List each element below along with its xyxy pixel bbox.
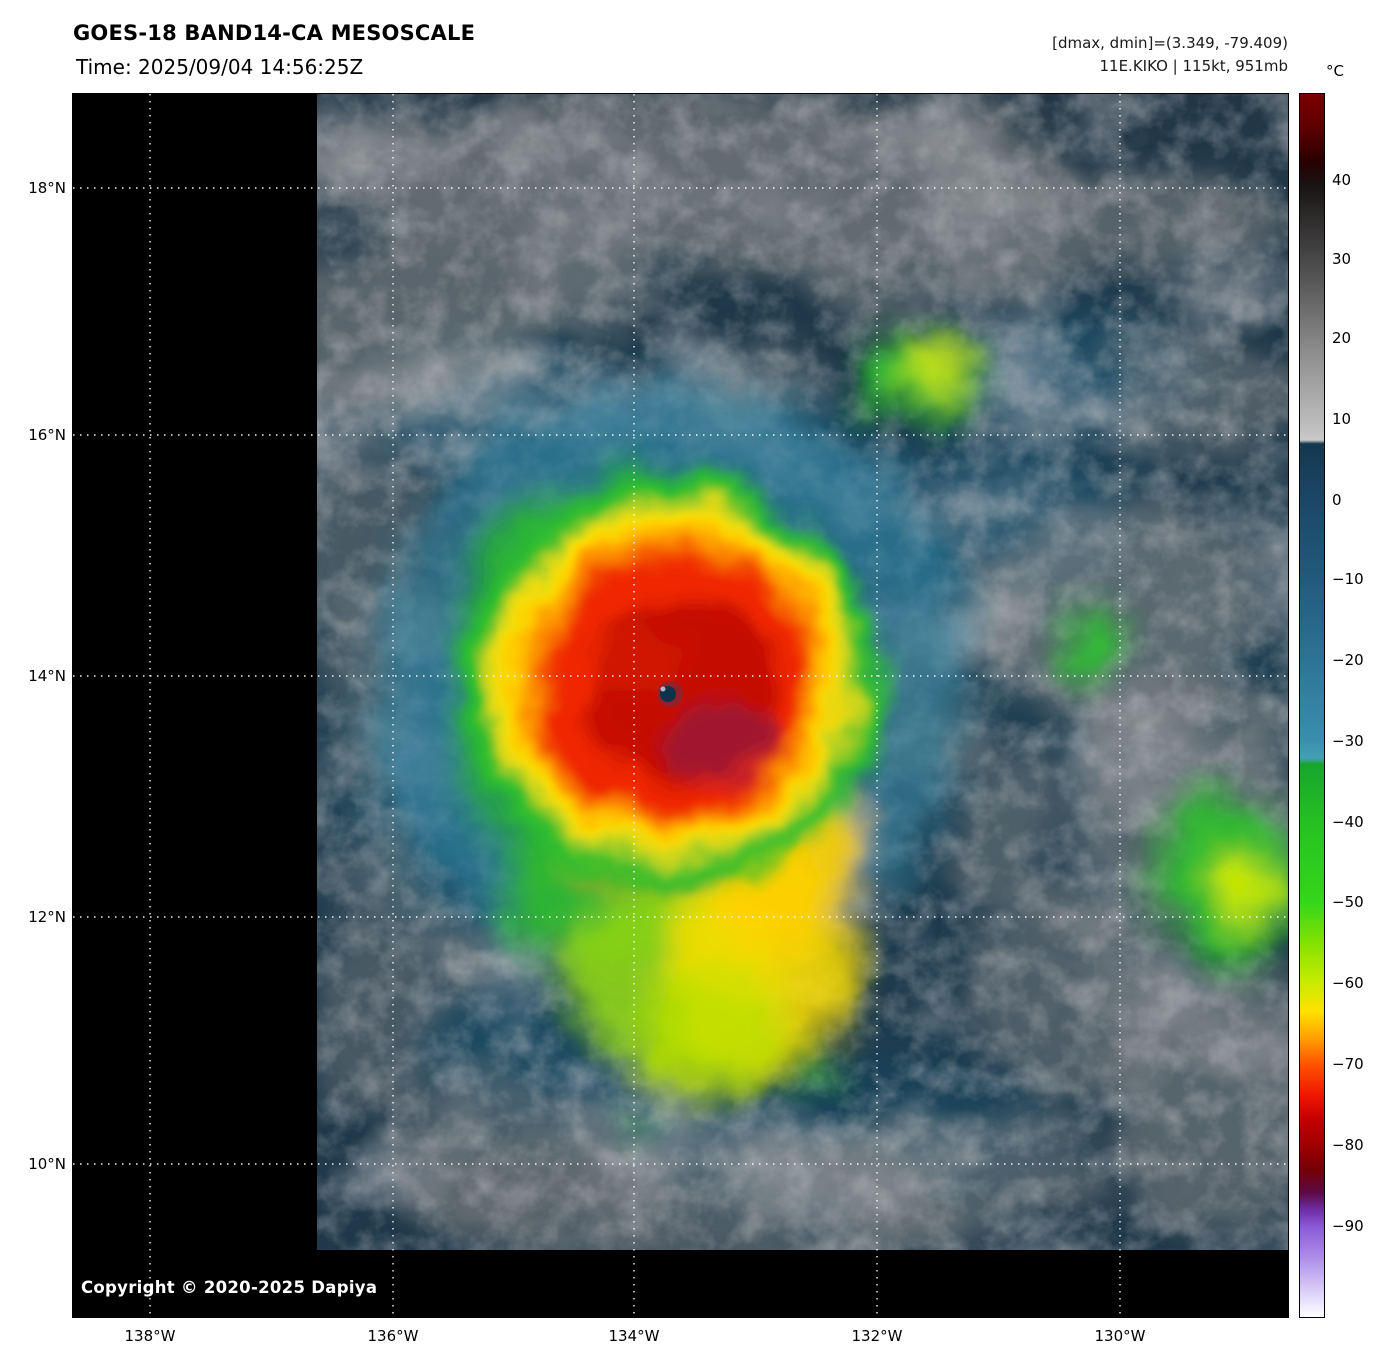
page-title: GOES-18 BAND14-CA MESOSCALE <box>73 21 476 45</box>
colorbar-tick-label: −10 <box>1332 570 1364 588</box>
lat-label: 12°N <box>28 908 66 926</box>
lon-label: 132°W <box>851 1327 903 1345</box>
colorbar-tick-label: −60 <box>1332 974 1364 992</box>
colorbar-tick-label: −90 <box>1332 1217 1364 1235</box>
colorbar-tick-label: 30 <box>1332 250 1352 268</box>
colorbar-tick-label: −80 <box>1332 1136 1364 1154</box>
lon-label: 136°W <box>367 1327 419 1345</box>
colorbar-tick-label: 0 <box>1332 491 1342 509</box>
colorbar-tick-label: 20 <box>1332 329 1352 347</box>
no-data-bottom-region <box>317 1250 1288 1317</box>
colorbar-tick-label: −40 <box>1332 813 1364 831</box>
lat-label: 18°N <box>28 179 66 197</box>
timestamp: Time: 2025/09/04 14:56:25Z <box>76 55 364 79</box>
storm-info: 11E.KIKO | 115kt, 951mb <box>1099 57 1288 75</box>
temperature-colorbar <box>1299 93 1325 1318</box>
colorbar-tick-label: −30 <box>1332 732 1364 750</box>
no-data-left-region <box>73 94 317 1317</box>
lon-label: 138°W <box>124 1327 176 1345</box>
hurricane-visualization <box>317 94 1288 1250</box>
colorbar-unit-label: °C <box>1326 62 1344 80</box>
satellite-map: Copyright © 2020-2025 Dapiya <box>72 93 1289 1318</box>
satellite-image <box>73 94 1288 1317</box>
lat-label: 10°N <box>28 1155 66 1173</box>
lat-label: 16°N <box>28 426 66 444</box>
colorbar-tick-label: −20 <box>1332 651 1364 669</box>
lat-label: 14°N <box>28 667 66 685</box>
hurricane-eye <box>657 681 683 707</box>
copyright: Copyright © 2020-2025 Dapiya <box>81 1278 378 1297</box>
lon-label: 134°W <box>608 1327 660 1345</box>
colorbar-tick-label: −70 <box>1332 1055 1364 1073</box>
lon-label: 130°W <box>1094 1327 1146 1345</box>
colorbar-tick-label: −50 <box>1332 893 1364 911</box>
dmax-dmin-readout: [dmax, dmin]=(3.349, -79.409) <box>1052 34 1288 52</box>
grid-lines <box>73 94 1288 1317</box>
colorbar-tick-label: 40 <box>1332 171 1352 189</box>
colorbar-tick-label: 10 <box>1332 410 1352 428</box>
